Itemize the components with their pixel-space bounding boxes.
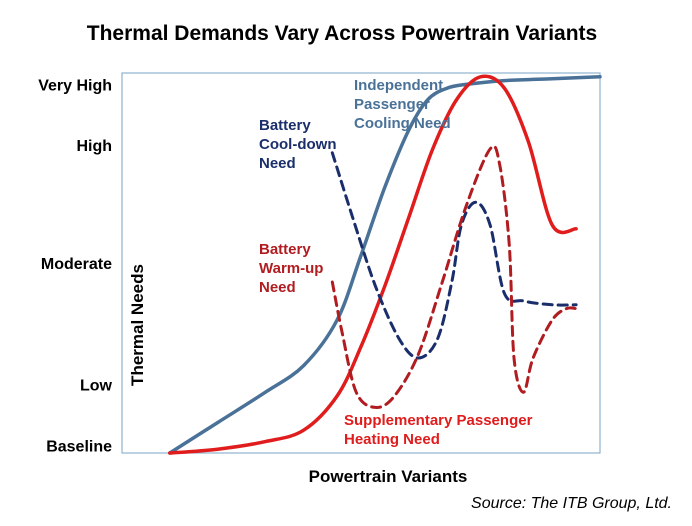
y-tick-label-low: Low <box>80 378 113 395</box>
line-battery-cool-down-need <box>330 151 578 360</box>
label-line: Battery <box>259 241 311 258</box>
label-line: Passenger <box>354 96 430 113</box>
line-supplementary-passenger-heating-need <box>168 74 578 455</box>
label-line: Heating Need <box>344 431 440 448</box>
x-axis-label: Powertrain Variants <box>309 467 468 486</box>
series-lines <box>168 74 602 455</box>
y-tick-label-moderate: Moderate <box>41 256 112 273</box>
y-axis-label: Thermal Needs <box>128 264 147 386</box>
y-tick-label-baseline: Baseline <box>46 438 112 455</box>
line-battery-warm-up-need <box>330 144 578 409</box>
y-tick-labels: Very High High Moderate Low Baseline <box>38 77 112 455</box>
label-supplementary-passenger-heating-need: Supplementary Passenger Heating Need <box>344 412 533 448</box>
label-battery-cool-down-need: Battery Cool-down Need <box>259 117 336 172</box>
label-line: Need <box>259 279 296 296</box>
label-line: Cooling Need <box>354 115 451 132</box>
chart-title: Thermal Demands Vary Across Powertrain V… <box>87 22 597 45</box>
label-line: Need <box>259 155 296 172</box>
label-line: Independent <box>354 77 443 94</box>
label-independent-passenger-cooling-need: Independent Passenger Cooling Need <box>354 77 451 132</box>
y-tick-label-very-high: Very High <box>38 77 112 94</box>
label-battery-warm-up-need: Battery Warm-up Need <box>259 241 323 296</box>
label-line: Warm-up <box>259 260 323 277</box>
label-line: Cool-down <box>259 136 336 153</box>
source-note: Source: The ITB Group, Ltd. <box>471 495 672 512</box>
label-line: Battery <box>259 117 311 134</box>
label-line: Supplementary Passenger <box>344 412 533 429</box>
series-labels: Independent Passenger Cooling Need Suppleme… <box>259 77 533 448</box>
y-tick-label-high: High <box>76 138 112 155</box>
